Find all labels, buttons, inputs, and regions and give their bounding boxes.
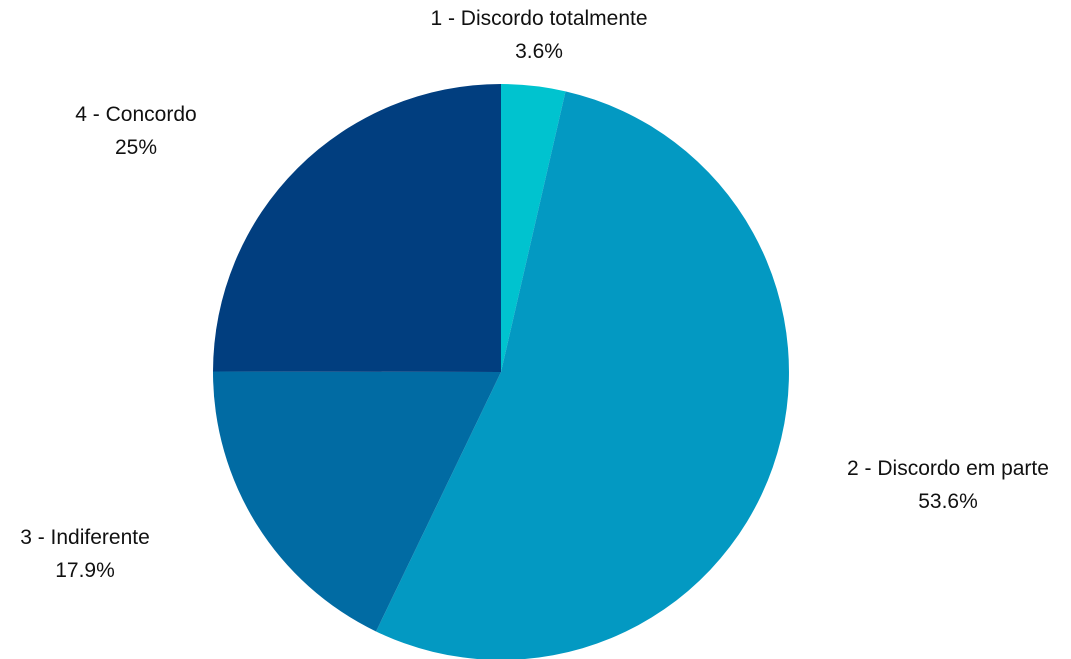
slice-value-discordo-em-parte: 53.6% — [918, 490, 978, 513]
pie-slice-2 — [376, 91, 789, 659]
pie-slice-4 — [213, 84, 501, 372]
slice-value-indiferente: 17.9% — [55, 559, 115, 582]
slice-value-discordo-totalmente: 3.6% — [515, 40, 563, 63]
slice-label-concordo: 4 - Concordo — [75, 103, 196, 126]
slice-label-indiferente: 3 - Indiferente — [20, 526, 150, 549]
pie-slice-3 — [212, 371, 502, 632]
slice-value-concordo: 25% — [115, 136, 157, 159]
slice-label-discordo-totalmente: 1 - Discordo totalmente — [430, 7, 647, 30]
slice-label-discordo-em-parte: 2 - Discordo em parte — [847, 457, 1049, 480]
pie-slice-1 — [501, 84, 566, 372]
pie-slices — [212, 84, 789, 659]
